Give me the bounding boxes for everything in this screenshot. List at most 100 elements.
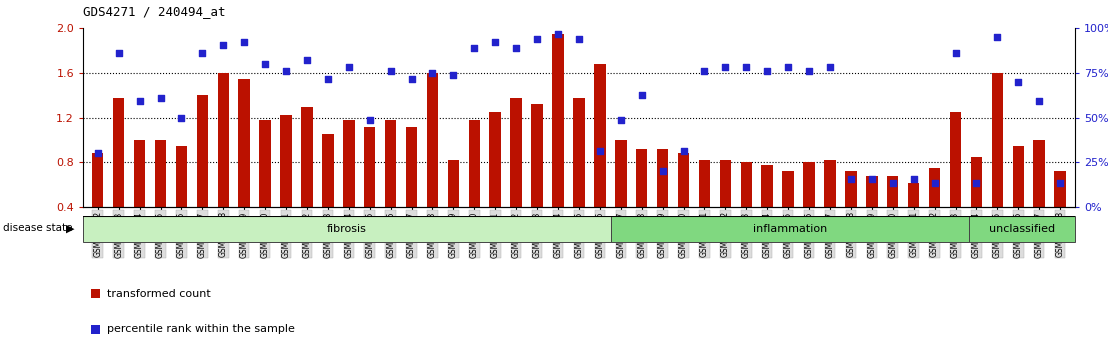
Bar: [740, 162, 752, 207]
Bar: [343, 120, 355, 207]
Point: [925, 180, 943, 185]
Point: [423, 70, 441, 76]
Bar: [866, 176, 878, 207]
Point: [905, 176, 923, 182]
Point: [821, 64, 839, 70]
Bar: [636, 149, 647, 207]
Point: [465, 46, 483, 51]
Bar: [719, 160, 731, 207]
Point: [256, 61, 274, 67]
Point: [235, 39, 253, 45]
Point: [696, 68, 714, 74]
Bar: [950, 112, 962, 207]
Bar: [322, 135, 334, 207]
Bar: [699, 160, 710, 207]
Point: [1009, 79, 1027, 85]
Point: [591, 148, 608, 154]
Bar: [155, 140, 166, 207]
Bar: [888, 176, 899, 207]
Bar: [92, 154, 103, 207]
Point: [152, 95, 170, 101]
Point: [215, 42, 233, 48]
Point: [779, 64, 797, 70]
Point: [382, 68, 400, 74]
Text: transformed count: transformed count: [107, 289, 212, 299]
Point: [884, 180, 902, 185]
Point: [675, 148, 692, 154]
Bar: [594, 64, 606, 207]
Point: [319, 76, 337, 81]
Point: [842, 176, 860, 182]
Point: [131, 98, 148, 104]
Bar: [427, 73, 439, 207]
Bar: [363, 127, 376, 207]
Bar: [615, 140, 626, 207]
Bar: [384, 120, 397, 207]
Point: [507, 46, 525, 51]
Bar: [217, 73, 229, 207]
Bar: [657, 149, 668, 207]
Text: unclassified: unclassified: [989, 224, 1055, 234]
Point: [633, 92, 650, 98]
Point: [570, 37, 587, 42]
Bar: [782, 171, 794, 207]
Point: [967, 180, 985, 185]
Point: [946, 50, 964, 56]
Text: ▶: ▶: [65, 223, 74, 233]
Point: [110, 50, 127, 56]
Bar: [992, 73, 1003, 207]
Bar: [83, 216, 611, 242]
Bar: [448, 160, 459, 207]
Bar: [469, 120, 480, 207]
Bar: [511, 98, 522, 207]
Bar: [532, 104, 543, 207]
Text: percentile rank within the sample: percentile rank within the sample: [107, 324, 296, 334]
Bar: [907, 183, 920, 207]
Bar: [573, 98, 585, 207]
Point: [863, 176, 881, 182]
Text: inflammation: inflammation: [752, 224, 827, 234]
Point: [800, 68, 818, 74]
Point: [194, 50, 212, 56]
Point: [402, 76, 420, 81]
Bar: [113, 98, 124, 207]
Bar: [970, 216, 1075, 242]
Point: [173, 115, 191, 121]
Text: disease state: disease state: [3, 223, 73, 233]
Point: [612, 117, 629, 123]
Bar: [611, 216, 970, 242]
Point: [277, 68, 295, 74]
Point: [361, 117, 379, 123]
Point: [340, 64, 358, 70]
Bar: [1013, 145, 1024, 207]
Point: [550, 31, 567, 37]
Point: [738, 64, 756, 70]
Point: [654, 169, 671, 174]
Bar: [196, 95, 208, 207]
Bar: [761, 165, 773, 207]
Point: [444, 73, 462, 78]
Text: fibrosis: fibrosis: [327, 224, 367, 234]
Text: GDS4271 / 240494_at: GDS4271 / 240494_at: [83, 5, 226, 18]
Bar: [490, 112, 501, 207]
Bar: [238, 79, 250, 207]
Point: [89, 151, 106, 156]
Bar: [1034, 140, 1045, 207]
Bar: [280, 115, 291, 207]
Bar: [678, 154, 689, 207]
Bar: [929, 168, 941, 207]
Bar: [845, 171, 856, 207]
Point: [988, 34, 1006, 40]
Bar: [803, 162, 814, 207]
Bar: [259, 120, 270, 207]
Point: [1051, 180, 1069, 185]
Bar: [824, 160, 835, 207]
Bar: [971, 157, 982, 207]
Point: [529, 37, 546, 42]
Bar: [176, 145, 187, 207]
Bar: [406, 127, 418, 207]
Bar: [1055, 171, 1066, 207]
Bar: [552, 34, 564, 207]
Point: [298, 57, 316, 62]
Point: [758, 68, 776, 74]
